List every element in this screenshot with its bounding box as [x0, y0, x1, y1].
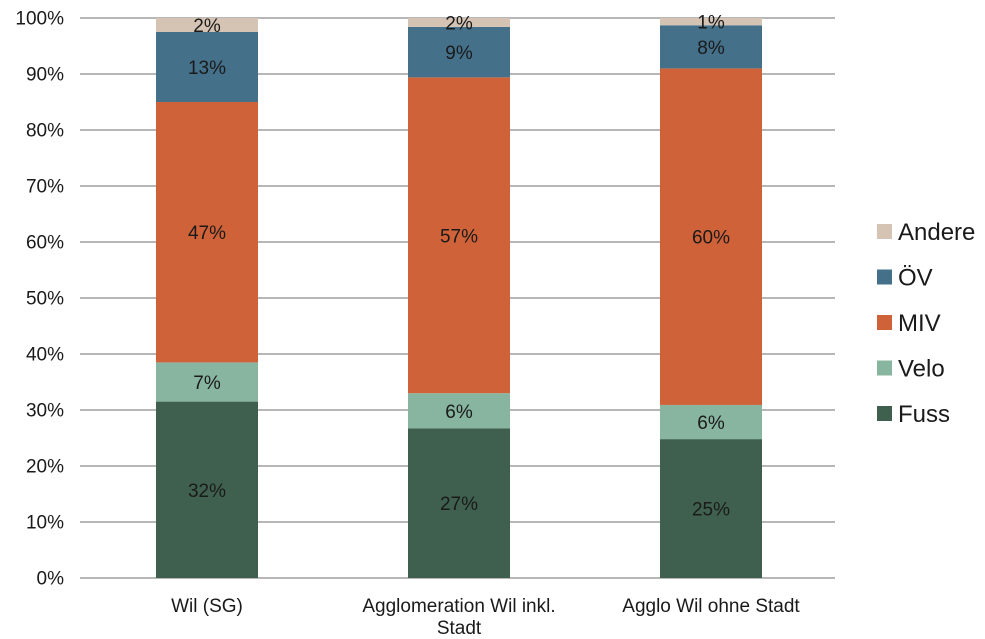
y-tick-label: 0%: [37, 569, 65, 590]
data-label: 6%: [697, 413, 725, 434]
legend-label: Velo: [898, 356, 945, 383]
bar-segment: [660, 404, 762, 440]
bar-segment: [660, 439, 762, 578]
category-label: Stadt: [437, 618, 482, 639]
legend-swatch: [877, 406, 892, 421]
bar-segment: [408, 26, 510, 78]
legend-swatch: [877, 360, 892, 376]
y-tick-label: 90%: [26, 65, 64, 86]
legend-item: ÖV: [877, 265, 933, 292]
legend-swatch: [877, 315, 892, 330]
bar-segment: [408, 77, 510, 394]
data-label: 2%: [445, 13, 473, 34]
bar-segment: [408, 18, 510, 27]
bar-segment: [408, 393, 510, 429]
legend-item: Velo: [877, 356, 945, 383]
data-label: 2%: [193, 16, 221, 37]
y-tick-label: 10%: [26, 513, 64, 534]
bar-segment: [660, 18, 762, 26]
legend: Andere ÖV MIV Velo Fuss: [877, 219, 975, 428]
category-label: Agglo Wil ohne Stadt: [622, 596, 800, 617]
y-tick-label: 60%: [26, 233, 64, 254]
y-axis-tick-labels: 0% 10% 20% 30% 40% 50% 60% 70% 80% 90% 100%: [15, 9, 64, 590]
data-label: 13%: [188, 58, 226, 79]
legend-label: ÖV: [898, 265, 933, 292]
y-tick-label: 100%: [15, 9, 64, 30]
data-label: 1%: [697, 13, 725, 34]
data-label: 6%: [445, 402, 473, 423]
bar-segment: [408, 428, 510, 578]
y-tick-label: 40%: [26, 345, 64, 366]
legend-label: Andere: [898, 219, 975, 246]
category-label: Wil (SG): [171, 596, 243, 617]
data-label: 47%: [188, 223, 226, 244]
bar-segment: [156, 102, 258, 363]
bar-segment: [156, 32, 258, 102]
bar-segment: [660, 25, 762, 69]
bar-segment: [156, 401, 258, 578]
data-label: 8%: [697, 38, 725, 59]
y-tick-label: 50%: [26, 289, 64, 310]
legend-label: Fuss: [898, 401, 950, 428]
legend-item: Fuss: [877, 401, 950, 428]
bars: [156, 18, 762, 578]
y-tick-label: 80%: [26, 121, 64, 142]
data-label: 60%: [692, 228, 730, 249]
legend-item: Andere: [877, 219, 975, 246]
legend-swatch: [877, 224, 892, 239]
legend-swatch: [877, 269, 892, 285]
data-labels: 32% 7% 47% 13% 2% 27% 6% 57% 9% 2% 25% 6% 60% 8% 1%: [188, 13, 730, 521]
y-tick-label: 30%: [26, 401, 64, 422]
data-label: 27%: [440, 494, 478, 515]
legend-item: MIV: [877, 310, 941, 337]
bar-segment: [660, 68, 762, 405]
bar-segment: [156, 18, 258, 32]
x-axis-category-labels: Wil (SG) Agglomeration Wil inkl.Stadt Aggl…: [171, 596, 800, 639]
data-label: 32%: [188, 481, 226, 502]
y-tick-label: 70%: [26, 177, 64, 198]
data-label: 25%: [692, 500, 730, 521]
category-label: Agglomeration Wil inkl.: [362, 596, 555, 617]
legend-label: MIV: [898, 310, 941, 337]
data-label: 57%: [440, 226, 478, 247]
bar-segment: [156, 362, 258, 402]
y-tick-label: 20%: [26, 457, 64, 478]
data-label: 7%: [193, 373, 221, 394]
data-label: 9%: [445, 43, 473, 64]
